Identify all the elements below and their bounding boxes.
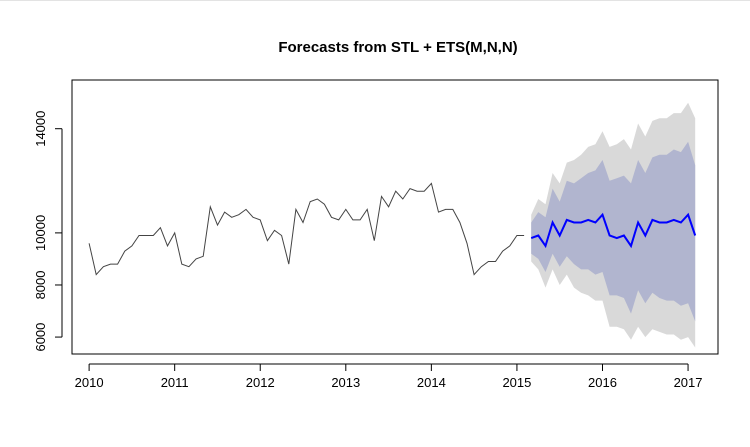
y-axis: 6000 8000 10000 14000 [33, 111, 63, 352]
x-axis: 2010 2011 2012 2013 2014 2015 2016 2017 [75, 363, 703, 390]
band-80 [531, 141, 696, 322]
y-tick-label: 14000 [33, 111, 48, 147]
top-divider [0, 0, 750, 1]
y-tick-label: 10000 [33, 215, 48, 251]
forecast-mean-line [530, 212, 697, 249]
prediction-intervals [531, 102, 696, 348]
x-tick-label: 2015 [502, 375, 531, 390]
plot-frame [71, 79, 719, 355]
x-tick-label: 2011 [161, 375, 189, 390]
series-lines [88, 182, 697, 276]
x-tick-label: 2014 [417, 375, 446, 390]
chart-title: Forecasts from STL + ETS(M,N,N) [278, 39, 517, 56]
x-tick-label: 2016 [588, 375, 617, 390]
y-tick-label: 6000 [33, 323, 48, 352]
x-tick-label: 2012 [246, 375, 275, 390]
x-tick-label: 2010 [75, 375, 104, 390]
y-tick-label: 8000 [33, 271, 48, 300]
x-tick-label: 2013 [331, 375, 360, 390]
x-tick-label: 2017 [674, 375, 703, 390]
history-line [88, 182, 525, 276]
